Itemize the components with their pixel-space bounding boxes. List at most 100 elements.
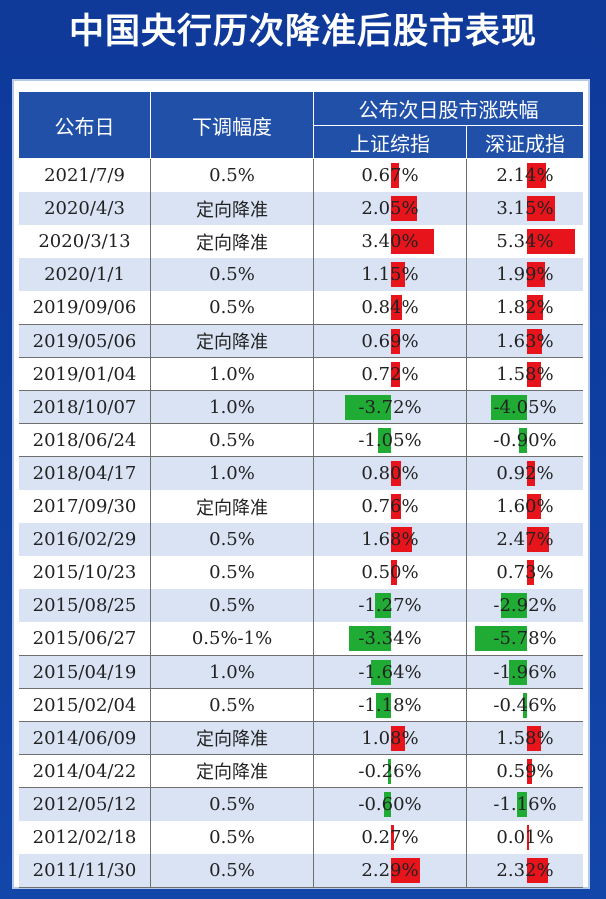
- sz-value: 0.92%: [496, 462, 554, 484]
- sh-bar: [383, 791, 391, 817]
- sz-bar: [527, 560, 534, 586]
- sh-bar: [391, 262, 406, 288]
- table-row: 2012/05/12 0.5% -0.60% -1.16%: [19, 787, 583, 821]
- sh-value: -3.72%: [358, 396, 422, 418]
- date-cell: 2019/09/06: [32, 297, 137, 319]
- sz-value: 0.01%: [496, 827, 554, 849]
- sh-bar: [376, 692, 391, 718]
- sz-bar: [527, 758, 533, 784]
- cut-cell: 定向降准: [196, 729, 268, 751]
- date-cell: 2018/06/24: [32, 429, 137, 451]
- sz-bar: [527, 825, 529, 851]
- sz-value: 1.58%: [496, 363, 554, 385]
- date-cell: 2020/4/3: [44, 198, 125, 220]
- sh-value: 0.67%: [361, 165, 419, 187]
- sz-bar: [500, 593, 527, 619]
- sh-bar: [349, 626, 391, 652]
- sz-bar: [527, 229, 576, 255]
- date-cell: 2015/02/04: [32, 694, 137, 716]
- cut-cell: 0.5%: [209, 562, 255, 584]
- sh-value: 0.50%: [361, 562, 419, 584]
- table-row: 2021/7/9 0.5% 0.67% 2.14%: [19, 159, 583, 193]
- table-row: 2015/08/25 0.5% -1.27% -2.92%: [19, 589, 583, 623]
- date-cell: 2017/09/30: [32, 496, 137, 518]
- date-cell: 2015/04/19: [32, 661, 137, 683]
- cut-cell: 0.5%: [209, 165, 255, 187]
- cut-cell: 1.0%: [209, 462, 255, 484]
- sh-value: 0.72%: [361, 363, 419, 385]
- cut-cell: 0.5%: [209, 529, 255, 551]
- header-date: 公布日: [19, 92, 150, 158]
- sz-value: 0.73%: [496, 562, 554, 584]
- sz-value: -1.96%: [493, 661, 557, 683]
- sh-value: 2.29%: [361, 860, 419, 882]
- cut-cell: 0.5%: [209, 595, 255, 617]
- cut-cell: 0.5%: [209, 429, 255, 451]
- date-cell: 2016/02/29: [32, 529, 137, 551]
- sz-bar: [516, 791, 527, 817]
- sh-value: 0.76%: [361, 496, 419, 518]
- table-row: 2016/02/29 0.5% 1.68% 2.47%: [19, 523, 583, 557]
- header-sh: 上证综指: [314, 126, 466, 158]
- sh-bar: [370, 659, 391, 685]
- cut-cell: 定向降准: [196, 199, 268, 221]
- sz-bar: [490, 394, 527, 420]
- sh-value: 0.80%: [361, 462, 419, 484]
- date-cell: 2019/05/06: [32, 330, 137, 352]
- date-cell: 2018/10/07: [32, 396, 137, 418]
- sh-bar: [344, 394, 391, 420]
- header-group: 公布次日股市涨跌幅: [314, 92, 583, 125]
- sh-value: 1.08%: [361, 727, 419, 749]
- table-row: 2020/1/1 0.5% 1.15% 1.99%: [19, 258, 583, 292]
- table-row: 2018/06/24 0.5% -1.05% -0.90%: [19, 423, 583, 457]
- sz-value: -0.90%: [493, 429, 557, 451]
- sz-bar: [527, 361, 542, 387]
- sh-value: -0.60%: [358, 793, 422, 815]
- sh-value: 2.05%: [361, 198, 419, 220]
- sz-value: 5.34%: [496, 231, 554, 253]
- table-row: 2015/02/04 0.5% -1.18% -0.46%: [19, 688, 583, 722]
- table-row: 2015/10/23 0.5% 0.50% 0.73%: [19, 556, 583, 590]
- sz-bar: [474, 626, 527, 652]
- date-cell: 2012/05/12: [32, 793, 137, 815]
- sh-value: -0.26%: [358, 760, 422, 782]
- sh-value: 1.15%: [361, 264, 419, 286]
- cut-cell: 定向降准: [196, 762, 268, 784]
- date-cell: 2014/04/22: [32, 760, 137, 782]
- sh-value: 0.27%: [361, 827, 419, 849]
- cut-cell: 定向降准: [196, 332, 268, 354]
- date-cell: 2011/11/30: [32, 860, 137, 882]
- column-divider: [466, 159, 467, 888]
- page-title: 中国央行历次降准后股市表现: [68, 12, 537, 52]
- sz-value: -2.92%: [493, 595, 557, 617]
- sh-bar: [391, 196, 417, 222]
- sh-bar: [391, 328, 400, 354]
- sz-bar: [509, 659, 527, 685]
- sz-bar: [527, 494, 542, 520]
- sh-bar: [391, 725, 405, 751]
- sh-bar: [391, 460, 401, 486]
- sz-value: 1.58%: [496, 727, 554, 749]
- cut-cell: 1.0%: [209, 363, 255, 385]
- sh-bar: [391, 229, 434, 255]
- table-row: 2011/11/30 0.5% 2.29% 2.32%: [19, 854, 583, 888]
- sh-bar: [391, 295, 402, 321]
- table-row: 2019/05/06 定向降准 0.69% 1.63%: [19, 324, 583, 358]
- cut-cell: 0.5%: [209, 793, 255, 815]
- date-cell: 2018/04/17: [32, 462, 137, 484]
- table-row: 2015/04/19 1.0% -1.64% -1.96%: [19, 655, 583, 689]
- cut-cell: 定向降准: [196, 497, 268, 519]
- date-cell: 2015/10/23: [32, 562, 137, 584]
- sz-value: 2.47%: [496, 529, 554, 551]
- date-cell: 2020/1/1: [44, 264, 125, 286]
- cut-cell: 0.5%: [209, 860, 255, 882]
- header-cut: 下调幅度: [151, 92, 313, 158]
- sh-bar: [391, 560, 398, 586]
- table-row: 2018/04/17 1.0% 0.80% 0.92%: [19, 456, 583, 490]
- sh-bar: [391, 825, 395, 851]
- sz-value: 1.82%: [496, 297, 554, 319]
- sz-value: -4.05%: [493, 396, 557, 418]
- sh-value: -1.64%: [358, 661, 422, 683]
- sh-bar: [391, 163, 400, 189]
- date-cell: 2012/02/18: [32, 827, 137, 849]
